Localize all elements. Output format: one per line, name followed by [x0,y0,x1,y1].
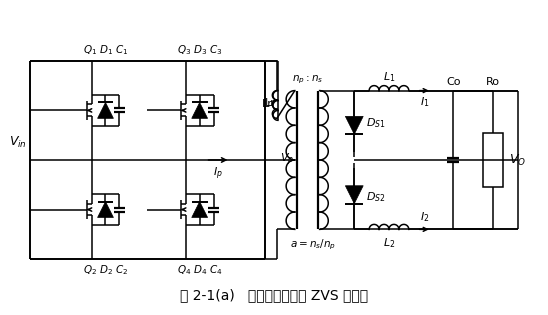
Polygon shape [98,102,113,118]
Text: $V_O$: $V_O$ [509,152,526,168]
Text: Ro: Ro [486,77,500,87]
Text: $Q_2\ D_2\ C_2$: $Q_2\ D_2\ C_2$ [83,263,128,277]
Polygon shape [345,116,363,134]
Text: $V_{in}$: $V_{in}$ [9,135,27,150]
Bar [483,133,503,187]
Text: $a=n_s/n_p$: $a=n_s/n_p$ [290,237,336,252]
Text: $V_p$: $V_p$ [280,152,294,168]
Text: 图 2-1(a)   改进型移相全桥 ZVS 主电路: 图 2-1(a) 改进型移相全桥 ZVS 主电路 [180,288,368,302]
Text: $I_2$: $I_2$ [420,211,430,224]
Text: Lr: Lr [262,100,273,110]
Polygon shape [192,102,208,118]
Text: Co: Co [446,77,461,87]
Text: $L_1$: $L_1$ [383,70,395,84]
Text: $D_{S2}$: $D_{S2}$ [366,190,386,203]
Text: Lr: Lr [265,99,276,108]
Text: $Q_4\ D_4\ C_4$: $Q_4\ D_4\ C_4$ [176,263,222,277]
Text: $Q_1\ D_1\ C_1$: $Q_1\ D_1\ C_1$ [83,43,128,57]
Polygon shape [98,202,113,217]
Text: $L_2$: $L_2$ [383,236,395,250]
Text: $D_{S1}$: $D_{S1}$ [366,117,386,130]
Text: $n_p:n_s$: $n_p:n_s$ [292,73,323,86]
Text: $Q_3\ D_3\ C_3$: $Q_3\ D_3\ C_3$ [176,43,222,57]
Text: $I_p$: $I_p$ [213,166,222,182]
Polygon shape [192,202,208,217]
Polygon shape [345,186,363,203]
Text: $I_1$: $I_1$ [420,95,430,109]
